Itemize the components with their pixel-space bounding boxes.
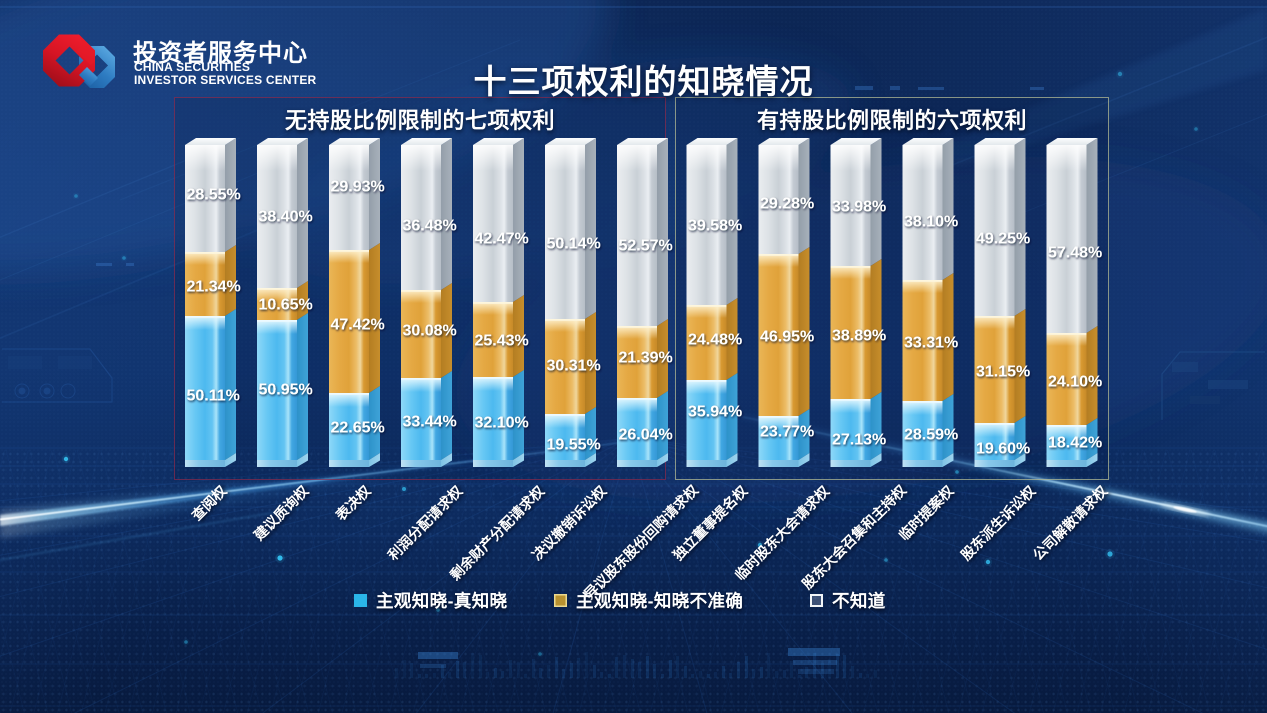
svg-text:38.40%: 38.40% [259, 209, 313, 226]
svg-text:38.10%: 38.10% [904, 214, 958, 231]
svg-text:22.65%: 22.65% [331, 420, 385, 437]
svg-text:18.42%: 18.42% [1048, 435, 1102, 452]
svg-text:28.59%: 28.59% [904, 427, 958, 444]
svg-text:26.04%: 26.04% [619, 427, 673, 444]
svg-text:39.58%: 39.58% [688, 218, 742, 235]
svg-text:21.39%: 21.39% [619, 350, 673, 367]
svg-text:33.31%: 33.31% [904, 335, 958, 352]
svg-text:50.14%: 50.14% [547, 236, 601, 253]
svg-text:42.47%: 42.47% [475, 231, 529, 248]
svg-text:25.43%: 25.43% [475, 333, 529, 350]
svg-text:30.31%: 30.31% [547, 358, 601, 375]
svg-text:10.65%: 10.65% [259, 297, 313, 314]
svg-text:36.48%: 36.48% [403, 218, 457, 235]
svg-text:50.95%: 50.95% [259, 382, 313, 399]
svg-text:24.48%: 24.48% [688, 332, 742, 349]
svg-text:47.42%: 47.42% [331, 317, 385, 334]
svg-text:31.15%: 31.15% [976, 364, 1030, 381]
svg-text:28.55%: 28.55% [187, 187, 241, 204]
svg-text:19.60%: 19.60% [976, 441, 1030, 458]
svg-text:50.11%: 50.11% [187, 388, 240, 405]
svg-text:29.93%: 29.93% [331, 179, 385, 196]
svg-text:32.10%: 32.10% [475, 415, 529, 432]
svg-text:49.25%: 49.25% [976, 231, 1030, 248]
svg-text:38.89%: 38.89% [832, 328, 886, 345]
svg-text:52.57%: 52.57% [619, 238, 673, 255]
svg-text:46.95%: 46.95% [760, 329, 814, 346]
svg-text:29.28%: 29.28% [760, 196, 814, 213]
svg-text:24.10%: 24.10% [1048, 374, 1102, 391]
svg-text:57.48%: 57.48% [1048, 245, 1102, 262]
svg-text:23.77%: 23.77% [760, 424, 814, 441]
svg-text:21.34%: 21.34% [187, 279, 241, 296]
svg-text:30.08%: 30.08% [403, 323, 457, 340]
svg-text:27.13%: 27.13% [832, 432, 886, 449]
svg-text:33.44%: 33.44% [403, 414, 457, 431]
svg-text:33.98%: 33.98% [832, 199, 886, 216]
svg-text:35.94%: 35.94% [688, 404, 742, 421]
svg-text:19.55%: 19.55% [547, 437, 601, 454]
